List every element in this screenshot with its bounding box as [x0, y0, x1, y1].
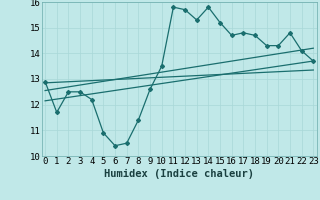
X-axis label: Humidex (Indice chaleur): Humidex (Indice chaleur) — [104, 169, 254, 179]
